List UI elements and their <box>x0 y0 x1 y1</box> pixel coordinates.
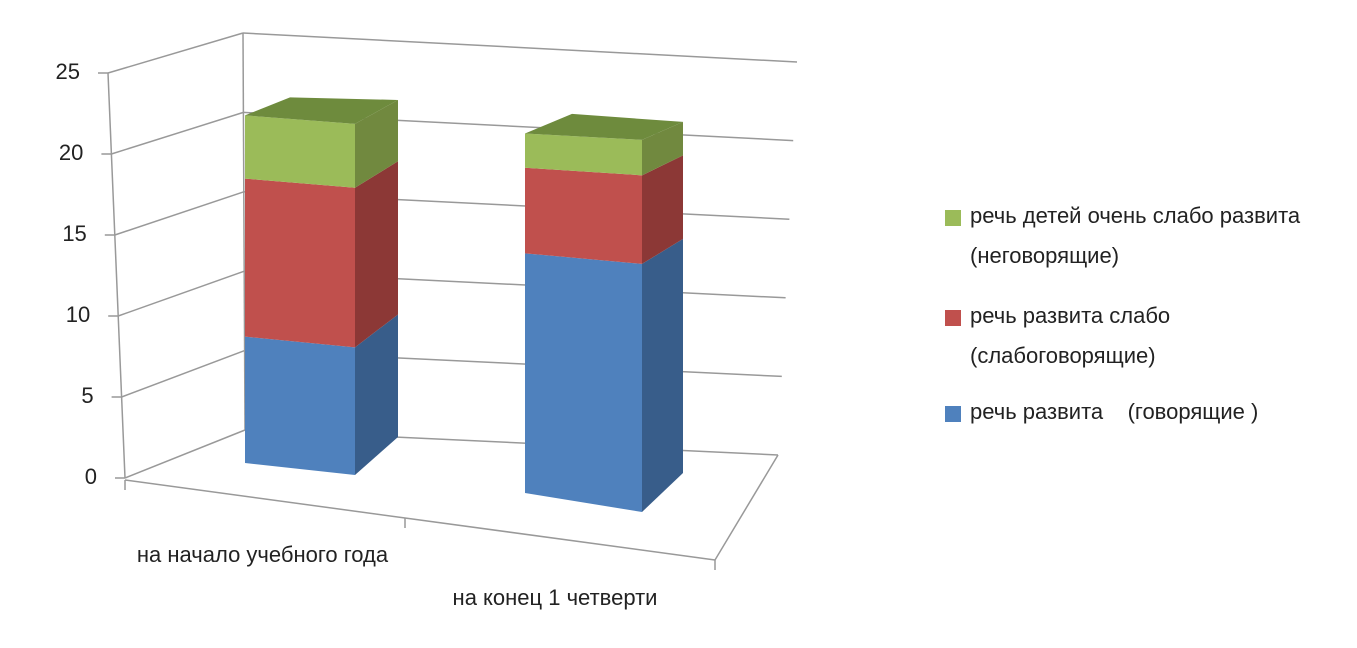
bar-side <box>642 238 683 513</box>
y-tick-label: 20 <box>59 140 83 165</box>
bar-segment <box>245 314 398 475</box>
x-tick-label: на начало учебного года <box>136 542 389 567</box>
bar-side <box>642 121 683 176</box>
bar-front <box>525 167 642 264</box>
bar-side <box>355 161 398 348</box>
grid-line <box>121 349 245 398</box>
grid-line <box>124 429 246 479</box>
bar-side <box>642 155 683 264</box>
y-tick-label: 25 <box>56 59 80 84</box>
bar-front <box>245 178 355 348</box>
x-tick-label: на конец 1 четверти <box>452 585 658 610</box>
bar-segment <box>525 113 683 176</box>
y-axis <box>107 72 126 479</box>
legend-label: речь развита слабо (слабоговорящие) <box>970 303 1177 368</box>
y-tick-label: 5 <box>81 383 93 408</box>
floor-right <box>714 454 779 561</box>
bar-segment <box>525 155 683 264</box>
bar-front <box>525 133 642 176</box>
bar-segment <box>525 238 683 513</box>
bar-segment <box>245 97 398 188</box>
legend-swatch <box>945 310 961 326</box>
bar-front <box>245 115 355 188</box>
floor-front <box>124 479 716 561</box>
grid-line <box>107 32 244 74</box>
bar-front <box>245 336 355 475</box>
bar-side <box>355 99 398 188</box>
y-tick-label: 10 <box>66 302 90 327</box>
bar-front <box>525 253 642 512</box>
grid-line <box>242 32 798 63</box>
bar-segment <box>245 161 398 348</box>
grid-line <box>114 191 245 236</box>
legend-swatch <box>945 406 961 422</box>
bar-top <box>525 113 683 140</box>
bar-side <box>355 314 398 475</box>
legend-label: речь развита (говорящие ) <box>970 399 1259 424</box>
legend-label: речь детей очень слабо развита (неговоря… <box>970 203 1307 268</box>
grid-line <box>111 111 244 155</box>
bar-top <box>245 97 398 124</box>
y-tick-label: 15 <box>62 221 86 246</box>
back-left-edge <box>242 32 246 431</box>
legend-swatch <box>945 210 961 226</box>
grid-line <box>117 270 245 317</box>
y-tick-label: 0 <box>85 464 97 489</box>
